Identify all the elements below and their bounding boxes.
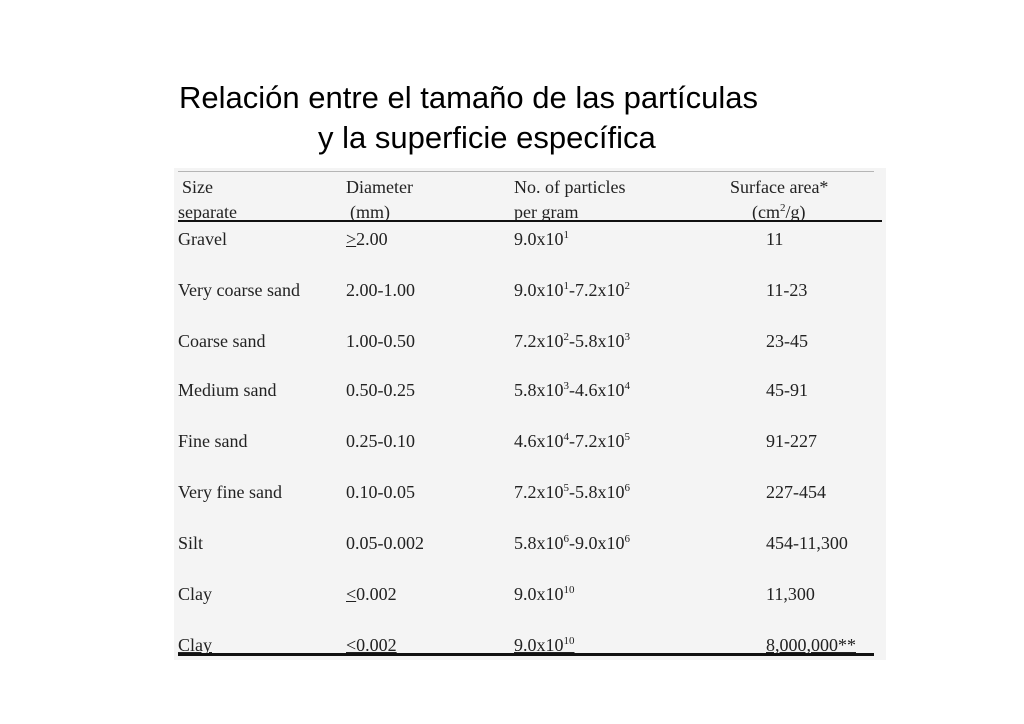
table-header-rule — [178, 220, 882, 222]
cell-diameter: >2.00 — [346, 229, 388, 249]
header-size-line2: separate — [178, 202, 237, 222]
cell-surface: 45-91 — [766, 380, 808, 400]
cell-diameter: 0.50-0.25 — [346, 380, 415, 400]
diameter-mark: < — [346, 584, 357, 604]
cell-particles: 9.0x101-7.2x102 — [514, 280, 630, 300]
cell-surface: 454-11,300 — [766, 533, 848, 553]
cell-size: Clay — [178, 635, 212, 655]
cell-size: Very fine sand — [178, 482, 282, 502]
cell-surface: 227-454 — [766, 482, 826, 502]
header-particles-line1: No. of particles — [514, 177, 626, 197]
cell-size: Gravel — [178, 229, 227, 249]
header-diameter-line2: (mm) — [350, 202, 390, 222]
cell-particles: 9.0x101 — [514, 229, 569, 249]
cell-diameter: 1.00-0.50 — [346, 331, 415, 351]
cell-diameter: 0.10-0.05 — [346, 482, 415, 502]
cell-particles: 7.2x105-5.8x106 — [514, 482, 630, 502]
header-diameter-line1: Diameter — [346, 177, 413, 197]
cell-diameter: 0.25-0.10 — [346, 431, 415, 451]
header-particles-line2: per gram — [514, 202, 579, 222]
cell-particles: 5.8x106-9.0x106 — [514, 533, 630, 553]
cell-surface: 11,300 — [766, 584, 815, 604]
cell-surface: 11-23 — [766, 280, 808, 300]
cell-diameter: 2.00-1.00 — [346, 280, 415, 300]
cell-size: Medium sand — [178, 380, 277, 400]
header-surface-line1: Surface area* — [730, 177, 829, 197]
cell-particles: 9.0x1010 — [514, 635, 575, 655]
cell-particles: 7.2x102-5.8x103 — [514, 331, 630, 351]
header-size-line1: Size — [182, 177, 213, 197]
diameter-mark: > — [346, 229, 357, 249]
title-line-2: y la superficie específica — [318, 120, 656, 155]
cell-size: Silt — [178, 533, 204, 553]
cell-particles: 4.6x104-7.2x105 — [514, 431, 630, 451]
cell-size: Clay — [178, 584, 212, 604]
cell-diameter: <0.002 — [346, 635, 397, 655]
cell-surface: 11 — [766, 229, 784, 249]
cell-surface: 91-227 — [766, 431, 817, 451]
cell-particles: 9.0x1010 — [514, 584, 575, 604]
particle-size-table: Size separate Diameter (mm) No. of parti… — [174, 168, 886, 660]
cell-size: Fine sand — [178, 431, 248, 451]
cell-surface: 8,000,000** — [766, 635, 856, 655]
cell-diameter: <0.002 — [346, 584, 397, 604]
cell-size: Coarse sand — [178, 331, 266, 351]
cell-particles: 5.8x103-4.6x104 — [514, 380, 630, 400]
title-line-1: Relación entre el tamaño de las partícul… — [179, 80, 758, 115]
cell-surface: 23-45 — [766, 331, 808, 351]
table-top-rule — [178, 171, 874, 172]
cell-diameter: 0.05-0.002 — [346, 533, 424, 553]
cell-size: Very coarse sand — [178, 280, 300, 300]
table-bottom-rule — [178, 653, 874, 656]
header-surface-line2: (cm2/g) — [752, 202, 806, 222]
